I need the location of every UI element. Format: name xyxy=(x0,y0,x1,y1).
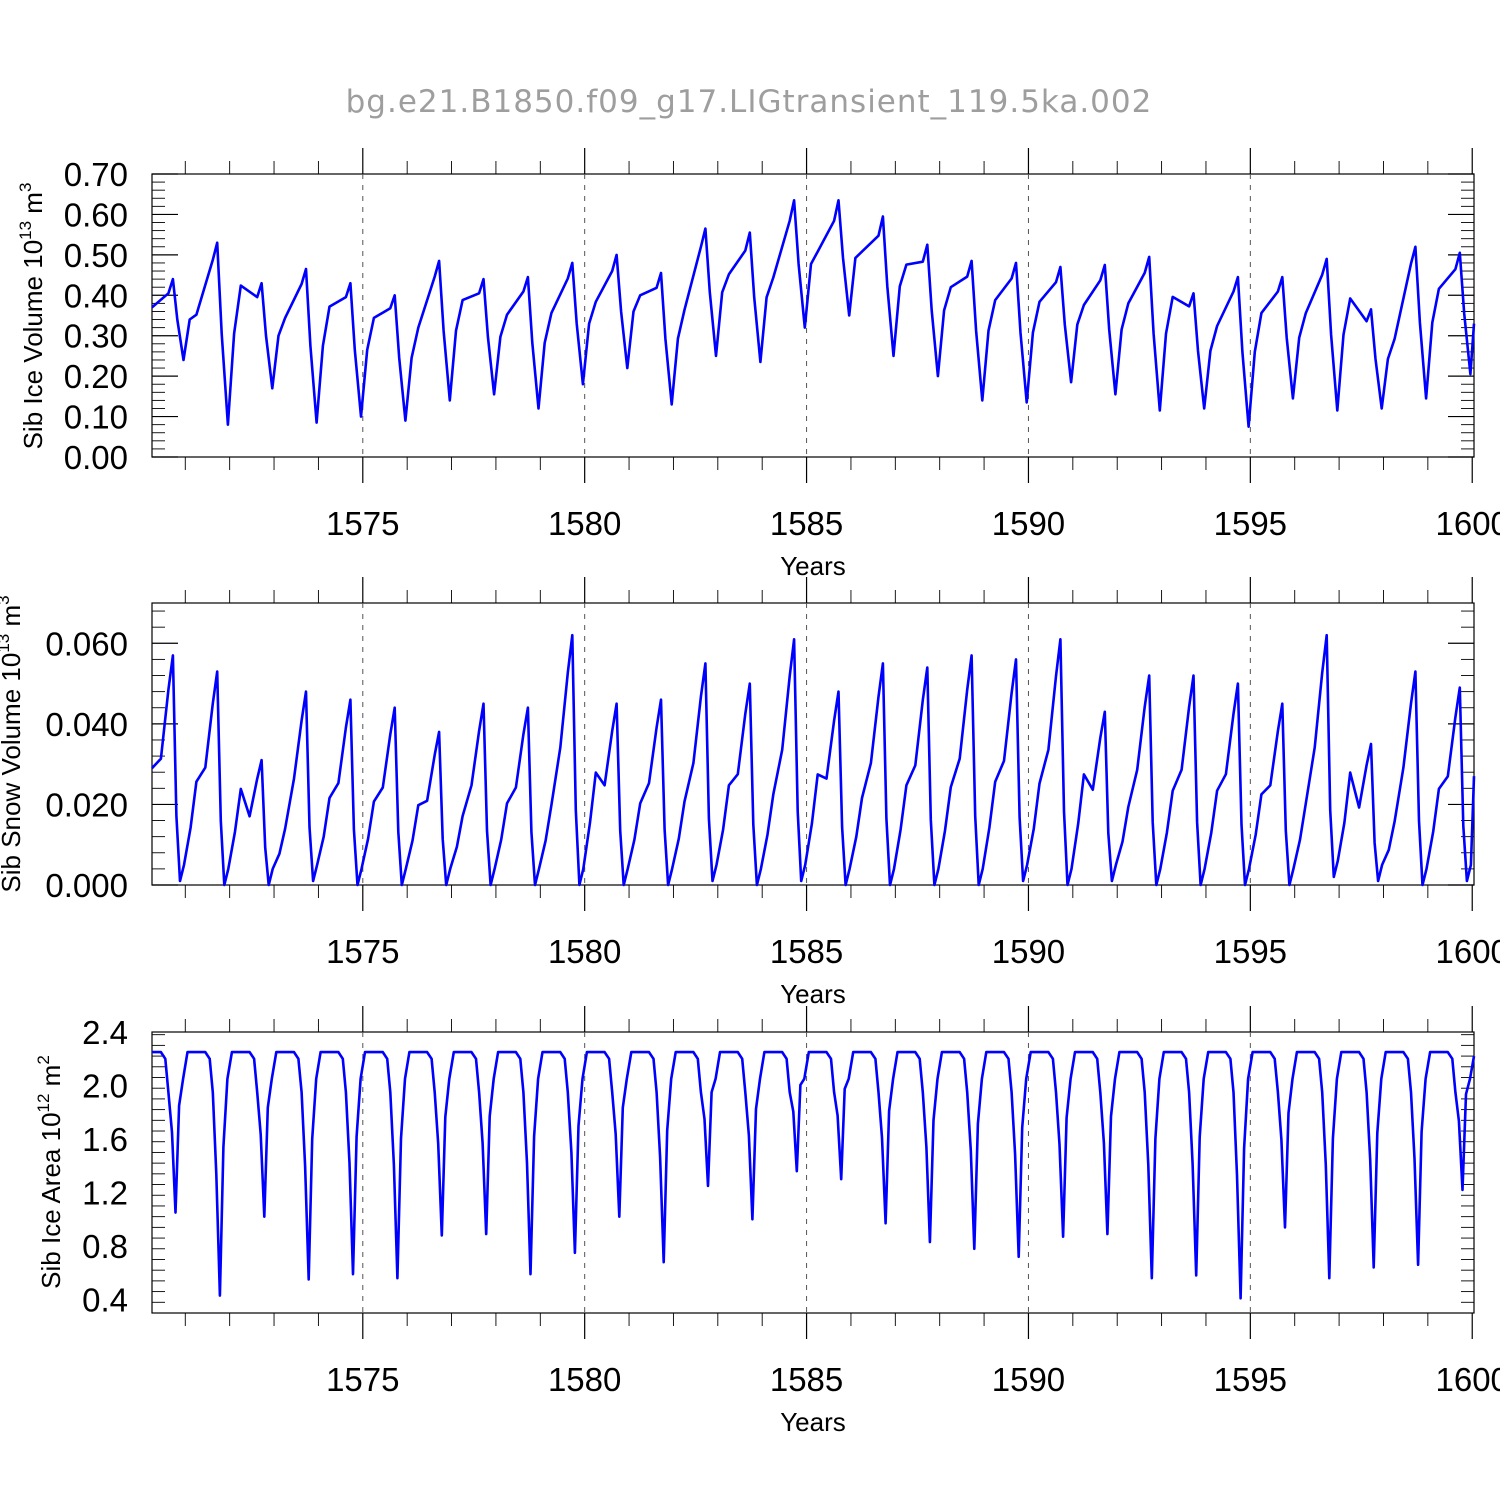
x-tick-label: 1600 xyxy=(1436,505,1500,542)
series-line xyxy=(152,1050,1476,1300)
series-line xyxy=(151,633,1476,887)
chart-panel-2: 1575 1580 1585 1590 1595 1600 Years 0.000 0.020 0… xyxy=(0,577,1500,1009)
x-tick-label: 1590 xyxy=(992,933,1065,970)
x-tick-label: 1595 xyxy=(1214,933,1287,970)
y-tick-label: 0.00 xyxy=(64,439,128,476)
x-tick-label: 1595 xyxy=(1214,505,1287,542)
x-tick-label: 1580 xyxy=(548,1361,621,1398)
x-axis-label: Years xyxy=(780,1407,846,1437)
y-tick-label: 0.30 xyxy=(64,318,128,355)
x-tick-label: 1585 xyxy=(770,1361,843,1398)
y-tick-label: 0.20 xyxy=(64,358,128,395)
x-axis-label: Years xyxy=(780,551,846,581)
x-tick-label: 1600 xyxy=(1436,1361,1500,1398)
chart-title: bg.e21.B1850.f09_g17.LIGtransient_119.5k… xyxy=(346,84,1153,120)
chart-panel-3: 1575 1580 1585 1590 1595 1600 Years 0.4 0.8 1.2 1.… xyxy=(34,1006,1500,1437)
x-tick-label: 1580 xyxy=(548,933,621,970)
y-tick-label: 0.40 xyxy=(64,277,128,314)
series-line xyxy=(151,199,1476,428)
y-tick-label: 1.2 xyxy=(82,1175,128,1212)
y-tick-label: 0.020 xyxy=(45,786,128,823)
y-tick-label: 1.6 xyxy=(82,1121,128,1158)
y-tick-label: 0.8 xyxy=(82,1228,128,1265)
x-tick-label: 1575 xyxy=(326,933,399,970)
chart-panel-1: 1575 1580 1585 1590 1595 1600 Years 0.000.10 0.2… xyxy=(16,148,1500,581)
y-tick-label: 0.10 xyxy=(64,399,128,436)
x-tick-label: 1595 xyxy=(1214,1361,1287,1398)
y-tick-label: 0.060 xyxy=(45,625,128,662)
y-tick-label: 0.60 xyxy=(64,196,128,233)
x-tick-label: 1590 xyxy=(992,505,1065,542)
x-tick-label: 1600 xyxy=(1436,933,1500,970)
x-tick-label: 1585 xyxy=(770,933,843,970)
x-tick-label: 1575 xyxy=(326,1361,399,1398)
y-tick-label: 0.000 xyxy=(45,867,128,904)
y-axis-label: Sib Snow Volume 1013 m3 xyxy=(0,595,26,892)
x-axis-label: Years xyxy=(780,979,846,1009)
x-tick-label: 1585 xyxy=(770,505,843,542)
x-tick-label: 1590 xyxy=(992,1361,1065,1398)
y-tick-label: 0.4 xyxy=(82,1282,128,1319)
y-axis-label: Sib Ice Volume 1013 m3 xyxy=(16,183,48,450)
plot-frame xyxy=(151,173,1475,458)
plot-frame xyxy=(151,602,1475,886)
y-tick-label: 0.70 xyxy=(64,156,128,193)
y-axis-label: Sib Ice Area 1012 m2 xyxy=(34,1055,66,1289)
y-tick-label: 2.4 xyxy=(82,1014,128,1051)
plot-frame xyxy=(151,1031,1475,1314)
y-tick-label: 0.040 xyxy=(45,706,128,743)
x-tick-label: 1580 xyxy=(548,505,621,542)
x-tick-label: 1575 xyxy=(326,505,399,542)
y-tick-label: 2.0 xyxy=(82,1068,128,1105)
y-tick-label: 0.50 xyxy=(64,237,128,274)
